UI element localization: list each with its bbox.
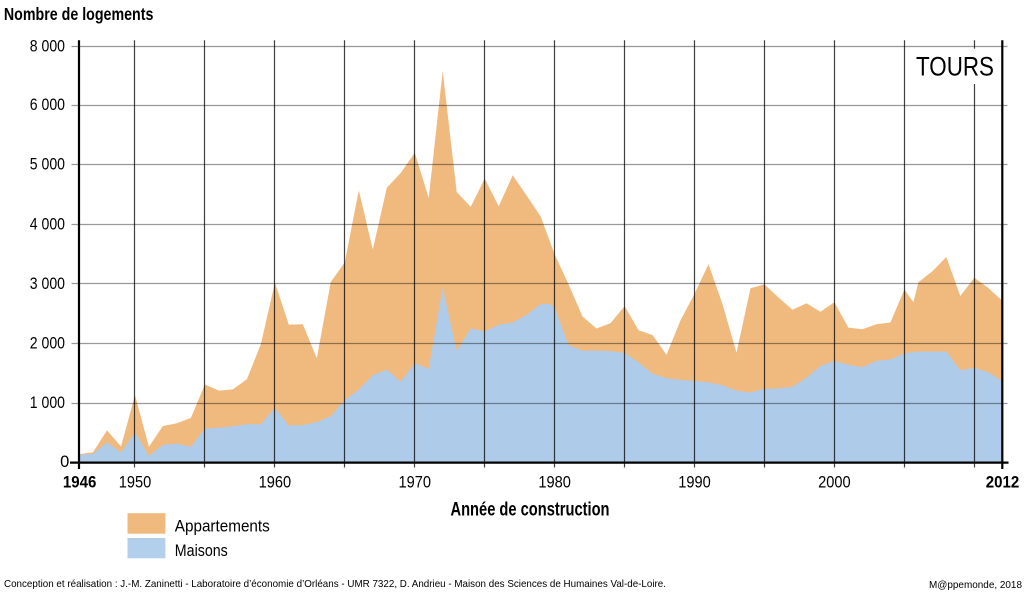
svg-text:M@ppemonde, 2018: M@ppemonde, 2018 <box>929 580 1022 591</box>
svg-text:Année de construction: Année de construction <box>451 500 610 521</box>
svg-text:1980: 1980 <box>538 472 571 491</box>
svg-text:6 000: 6 000 <box>30 96 65 114</box>
svg-text:2000: 2000 <box>818 472 851 491</box>
svg-text:2 000: 2 000 <box>30 335 65 353</box>
svg-text:Nombre de logements: Nombre de logements <box>4 4 154 24</box>
svg-text:Maisons: Maisons <box>175 541 228 560</box>
svg-text:2012: 2012 <box>986 472 1020 491</box>
svg-text:Conception et réalisation : J.: Conception et réalisation : J.-M. Zanine… <box>4 579 666 590</box>
svg-text:Appartements: Appartements <box>175 516 270 535</box>
svg-text:TOURS: TOURS <box>916 52 994 82</box>
svg-text:1950: 1950 <box>119 472 152 491</box>
svg-text:1970: 1970 <box>399 472 432 491</box>
svg-text:1990: 1990 <box>678 472 711 491</box>
svg-text:1946: 1946 <box>63 472 97 491</box>
svg-text:3 000: 3 000 <box>30 275 65 293</box>
svg-text:1 000: 1 000 <box>30 394 65 412</box>
svg-text:0: 0 <box>60 453 69 471</box>
svg-text:5 000: 5 000 <box>30 156 65 174</box>
svg-text:1960: 1960 <box>259 472 292 491</box>
svg-text:8 000: 8 000 <box>30 38 65 56</box>
svg-text:4 000: 4 000 <box>30 215 65 233</box>
